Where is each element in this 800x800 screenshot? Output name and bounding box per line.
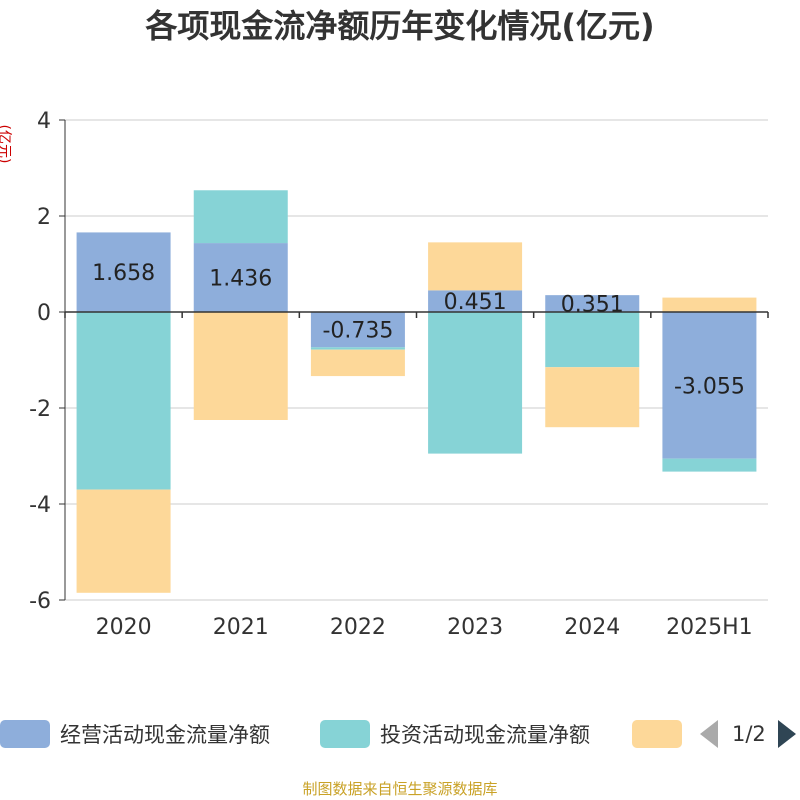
bar-series-1 xyxy=(662,458,757,472)
bar-series-0 xyxy=(310,312,405,348)
y-axis-unit-label: (亿元) xyxy=(0,124,12,164)
bar-series-0 xyxy=(76,232,171,312)
x-tick-label: 2021 xyxy=(213,615,269,640)
chart-title: 各项现金流净额历年变化情况(亿元) xyxy=(145,7,655,45)
source-note: 制图数据来自恒生聚源数据库 xyxy=(302,780,498,798)
bar-series-1 xyxy=(310,347,405,350)
y-tick-label: -6 xyxy=(29,589,51,614)
y-tick-label: 4 xyxy=(37,109,51,134)
bar-series-1 xyxy=(545,312,640,368)
bar-series-2 xyxy=(76,489,171,593)
y-tick-label: -2 xyxy=(29,397,51,422)
bar-series-0 xyxy=(428,290,523,312)
data-label: -3.055 xyxy=(674,374,745,399)
legend-label-investing: 投资活动现金流量净额 xyxy=(380,723,590,747)
legend: 经营活动现金流量净额 投资活动现金流量净额 1/2 xyxy=(0,716,800,752)
bar-series-1 xyxy=(76,312,171,490)
legend-item-operating[interactable]: 经营活动现金流量净额 xyxy=(0,716,270,752)
bar-series-0 xyxy=(662,312,757,459)
data-label: 0.451 xyxy=(444,290,507,315)
data-label: -0.735 xyxy=(322,319,393,344)
legend-swatch-financing xyxy=(632,720,682,748)
x-tick-label: 2022 xyxy=(330,615,386,640)
bar-series-2 xyxy=(545,367,640,428)
bar-series-2 xyxy=(193,312,288,420)
legend-swatch-investing xyxy=(320,720,370,748)
bar-series-2 xyxy=(662,297,757,312)
bar-series-1 xyxy=(428,312,523,454)
x-tick-label: 2025H1 xyxy=(666,615,753,640)
x-tick-label: 2024 xyxy=(564,615,620,640)
pager-page-indicator: 1/2 xyxy=(732,722,766,746)
bar-series-0 xyxy=(545,295,640,312)
bar-series-1 xyxy=(193,190,288,244)
y-tick-label: -4 xyxy=(29,493,51,518)
bar-series-2 xyxy=(428,242,523,291)
legend-label-operating: 经营活动现金流量净额 xyxy=(60,723,270,747)
legend-swatch-operating xyxy=(0,720,50,748)
legend-pager: 1/2 xyxy=(700,716,796,752)
bar-series-2 xyxy=(310,349,405,377)
pager-prev-arrow-icon[interactable] xyxy=(700,720,718,748)
legend-item-financing[interactable] xyxy=(632,716,682,752)
x-tick-label: 2023 xyxy=(447,615,503,640)
y-tick-label: 2 xyxy=(37,205,51,230)
data-label: 0.351 xyxy=(561,293,624,318)
bar-series-0 xyxy=(193,243,288,312)
y-tick-label: 0 xyxy=(37,301,51,326)
legend-item-investing[interactable]: 投资活动现金流量净额 xyxy=(320,716,590,752)
pager-next-arrow-icon[interactable] xyxy=(777,720,796,748)
data-label: 1.658 xyxy=(92,261,155,286)
data-label: 1.436 xyxy=(209,267,272,292)
x-tick-label: 2020 xyxy=(96,615,152,640)
